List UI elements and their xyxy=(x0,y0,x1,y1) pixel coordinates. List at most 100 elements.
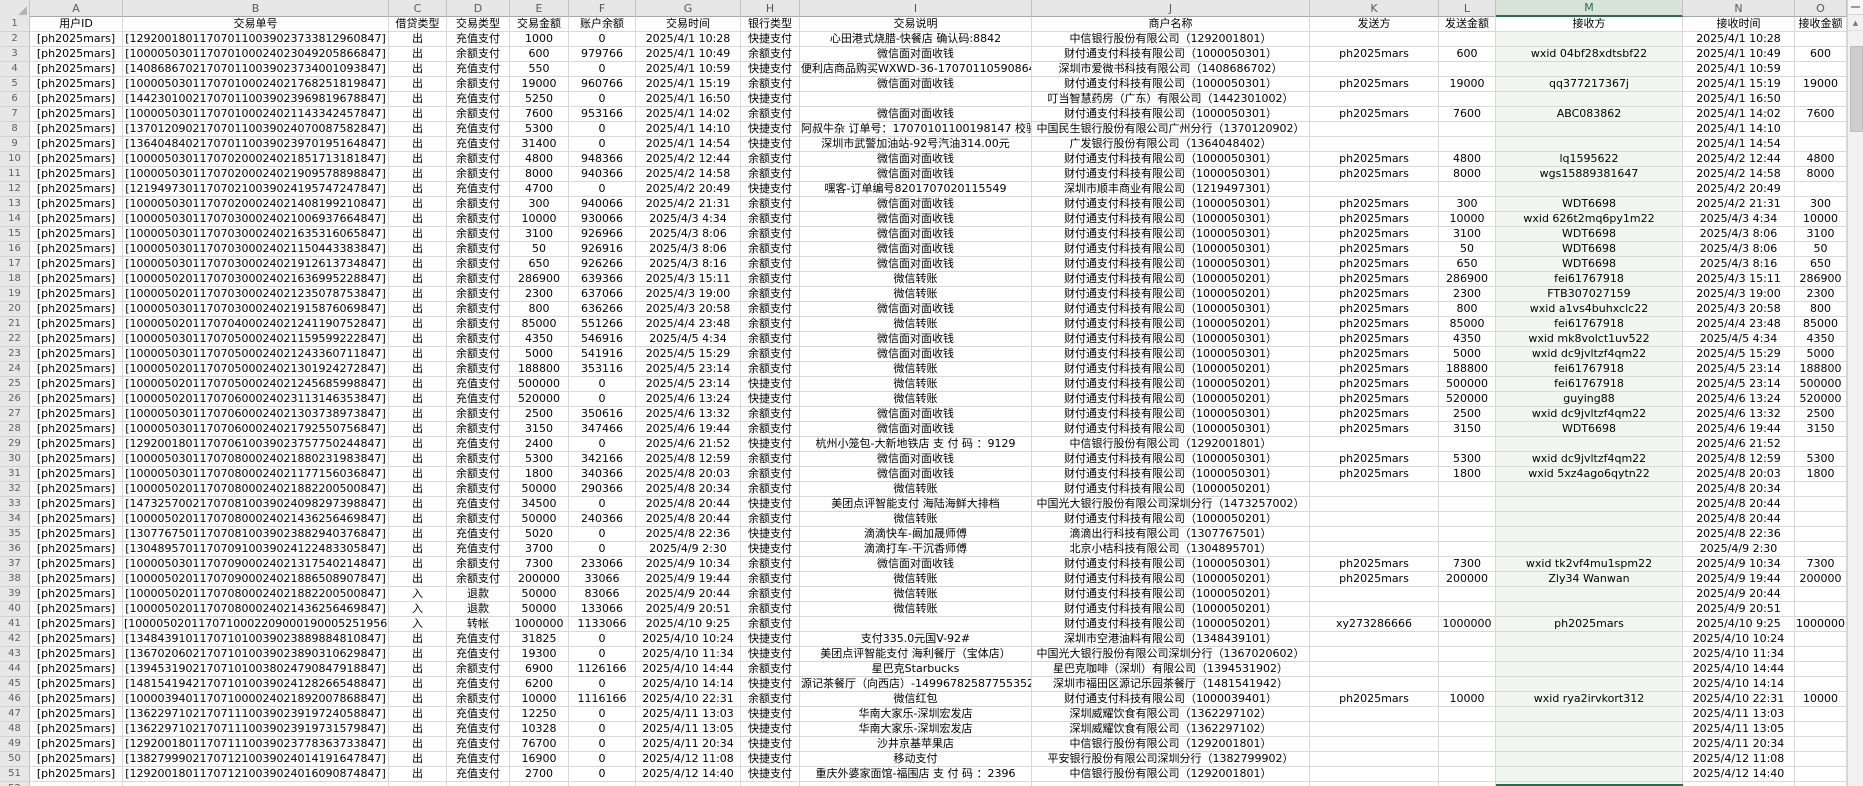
cell-C21[interactable]: 出 xyxy=(389,317,447,332)
cell-I32[interactable]: 微信转账 xyxy=(800,482,1032,497)
cell-J1[interactable]: 商户名称 xyxy=(1032,17,1310,32)
cell-M27[interactable]: wxid dc9jvltzf4qm22 xyxy=(1496,407,1683,422)
cell-N36[interactable]: 2025/4/9 2:30 xyxy=(1683,542,1795,557)
cell-G43[interactable]: 2025/4/10 11:34 xyxy=(636,647,741,662)
cell-J11[interactable]: 财付通支付科技有限公司（1000050301） xyxy=(1032,167,1310,182)
cell-G25[interactable]: 2025/4/5 23:14 xyxy=(636,377,741,392)
cell-B21[interactable]: [100005020117070400024021241190752847] xyxy=(123,317,389,332)
row-header-7[interactable]: 7 xyxy=(0,107,30,122)
cell-L1[interactable]: 发送金额 xyxy=(1439,17,1496,32)
row-header-33[interactable]: 33 xyxy=(0,497,30,512)
cell-M23[interactable]: wxid dc9jvltzf4qm22 xyxy=(1496,347,1683,362)
cell-M9[interactable] xyxy=(1496,137,1683,152)
cell-I18[interactable]: 微信转账 xyxy=(800,272,1032,287)
cell-J50[interactable]: 平安银行股份有限公司深圳分行（1382799902） xyxy=(1032,752,1310,767)
cell-H23[interactable]: 余额支付 xyxy=(741,347,800,362)
cell-J7[interactable]: 财付通支付科技有限公司（1000050301） xyxy=(1032,107,1310,122)
cell-A32[interactable]: [ph2025mars] xyxy=(30,482,123,497)
cell-A26[interactable]: [ph2025mars] xyxy=(30,392,123,407)
cell-E22[interactable]: 4350 xyxy=(510,332,569,347)
cell-K32[interactable] xyxy=(1310,482,1439,497)
cell-G46[interactable]: 2025/4/10 22:31 xyxy=(636,692,741,707)
cell-B18[interactable]: [100005020117070300024021636995228847] xyxy=(123,272,389,287)
scroll-up-arrow-icon[interactable]: ▲ xyxy=(1848,15,1863,31)
row-header-26[interactable]: 26 xyxy=(0,392,30,407)
cell-C9[interactable]: 出 xyxy=(389,137,447,152)
cell-O14[interactable]: 10000 xyxy=(1795,212,1847,227)
cell-F42[interactable]: 0 xyxy=(569,632,636,647)
cell-G16[interactable]: 2025/4/3 8:06 xyxy=(636,242,741,257)
cell-A25[interactable]: [ph2025mars] xyxy=(30,377,123,392)
cell-B45[interactable]: [148154194217071010039024128266548847] xyxy=(123,677,389,692)
cell-D4[interactable]: 充值支付 xyxy=(447,62,510,77)
cell-J39[interactable]: 财付通支付科技有限公司（1000050201） xyxy=(1032,587,1310,602)
cell-K24[interactable]: ph2025mars xyxy=(1310,362,1439,377)
cell-K3[interactable]: ph2025mars xyxy=(1310,47,1439,62)
cell-A48[interactable]: [ph2025mars] xyxy=(30,722,123,737)
cell-H40[interactable]: 余额支付 xyxy=(741,602,800,617)
row-header-44[interactable]: 44 xyxy=(0,662,30,677)
cell-H5[interactable]: 余额支付 xyxy=(741,77,800,92)
cell-E2[interactable]: 1000 xyxy=(510,32,569,47)
cell-N40[interactable]: 2025/4/9 20:51 xyxy=(1683,602,1795,617)
cell-F39[interactable]: 83066 xyxy=(569,587,636,602)
cell-B20[interactable]: [100005030117070300024021915876069847] xyxy=(123,302,389,317)
cell-F30[interactable]: 342166 xyxy=(569,452,636,467)
row-header-37[interactable]: 37 xyxy=(0,557,30,572)
cell-F52[interactable] xyxy=(569,782,636,786)
cell-E15[interactable]: 3100 xyxy=(510,227,569,242)
cell-A15[interactable]: [ph2025mars] xyxy=(30,227,123,242)
cell-I34[interactable]: 微信转账 xyxy=(800,512,1032,527)
cell-L52[interactable] xyxy=(1439,782,1496,786)
cell-E48[interactable]: 10328 xyxy=(510,722,569,737)
cell-G11[interactable]: 2025/4/2 14:58 xyxy=(636,167,741,182)
cell-H19[interactable]: 余额支付 xyxy=(741,287,800,302)
cell-J3[interactable]: 财付通支付科技有限公司（1000050301） xyxy=(1032,47,1310,62)
cell-H49[interactable]: 快捷支付 xyxy=(741,737,800,752)
cell-O5[interactable]: 19000 xyxy=(1795,77,1847,92)
row-header-1[interactable]: 1 xyxy=(0,17,30,32)
cell-O21[interactable]: 85000 xyxy=(1795,317,1847,332)
cell-N6[interactable]: 2025/4/1 16:50 xyxy=(1683,92,1795,107)
cell-E47[interactable]: 12250 xyxy=(510,707,569,722)
cell-B49[interactable]: [129200180117071110039023778363733847] xyxy=(123,737,389,752)
cell-M8[interactable] xyxy=(1496,122,1683,137)
cell-L11[interactable]: 8000 xyxy=(1439,167,1496,182)
cell-D44[interactable]: 余额支付 xyxy=(447,662,510,677)
cell-E28[interactable]: 3150 xyxy=(510,422,569,437)
cell-G39[interactable]: 2025/4/9 20:44 xyxy=(636,587,741,602)
cell-H32[interactable]: 余额支付 xyxy=(741,482,800,497)
cell-E26[interactable]: 520000 xyxy=(510,392,569,407)
cell-F14[interactable]: 930066 xyxy=(569,212,636,227)
cell-N46[interactable]: 2025/4/10 22:31 xyxy=(1683,692,1795,707)
cell-O30[interactable]: 5300 xyxy=(1795,452,1847,467)
cell-H38[interactable]: 余额支付 xyxy=(741,572,800,587)
cell-D23[interactable]: 余额支付 xyxy=(447,347,510,362)
cell-J20[interactable]: 财付通支付科技有限公司（1000050301） xyxy=(1032,302,1310,317)
cell-K16[interactable]: ph2025mars xyxy=(1310,242,1439,257)
cell-M19[interactable]: FTB307027159 xyxy=(1496,287,1683,302)
row-header-30[interactable]: 30 xyxy=(0,452,30,467)
cell-L45[interactable] xyxy=(1439,677,1496,692)
cell-F50[interactable]: 0 xyxy=(569,752,636,767)
cell-N22[interactable]: 2025/4/5 4:34 xyxy=(1683,332,1795,347)
cell-E13[interactable]: 300 xyxy=(510,197,569,212)
cell-A5[interactable]: [ph2025mars] xyxy=(30,77,123,92)
cell-B29[interactable]: [129200180117070610039023757750244847] xyxy=(123,437,389,452)
cell-C35[interactable]: 出 xyxy=(389,527,447,542)
cell-J19[interactable]: 财付通支付科技有限公司（1000050201） xyxy=(1032,287,1310,302)
cell-L4[interactable] xyxy=(1439,62,1496,77)
cell-A8[interactable]: [ph2025mars] xyxy=(30,122,123,137)
cell-D19[interactable]: 余额支付 xyxy=(447,287,510,302)
cell-M41[interactable]: ph2025mars xyxy=(1496,617,1683,632)
cell-M18[interactable]: fei61767918 xyxy=(1496,272,1683,287)
cell-K31[interactable]: ph2025mars xyxy=(1310,467,1439,482)
row-header-43[interactable]: 43 xyxy=(0,647,30,662)
column-header-L[interactable]: L xyxy=(1439,0,1496,17)
cell-J35[interactable]: 滴滴出行科技有限公司（1307767501） xyxy=(1032,527,1310,542)
cell-N51[interactable]: 2025/4/12 14:40 xyxy=(1683,767,1795,782)
cell-I42[interactable]: 支付335.0元国V-92# xyxy=(800,632,1032,647)
cell-N50[interactable]: 2025/4/12 11:08 xyxy=(1683,752,1795,767)
cell-K45[interactable] xyxy=(1310,677,1439,692)
row-header-51[interactable]: 51 xyxy=(0,767,30,782)
